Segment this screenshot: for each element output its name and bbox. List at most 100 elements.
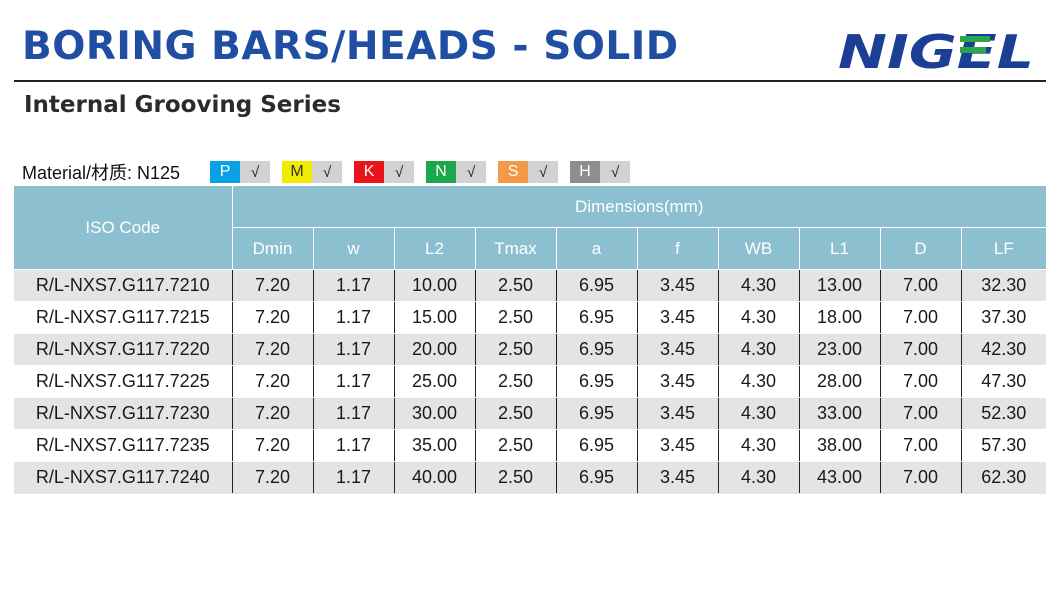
dimension-cell: 18.00 — [799, 301, 881, 334]
dimension-cell: 6.95 — [556, 333, 638, 366]
dimension-cell: 2.50 — [475, 397, 557, 430]
dimension-cell: 15.00 — [394, 301, 476, 334]
dimension-cell: 3.45 — [637, 301, 719, 334]
dimension-cell: 7.20 — [232, 429, 314, 462]
dimension-cell: 37.30 — [961, 301, 1047, 334]
dimension-cell: 1.17 — [313, 301, 395, 334]
dimension-cell: 42.30 — [961, 333, 1047, 366]
checkmark-icon: √ — [528, 161, 559, 183]
table-row: R/L-NXS7.G117.7240 7.20 1.17 40.00 2.50 6.95 3… — [14, 461, 1047, 494]
dimension-cell: 52.30 — [961, 397, 1047, 430]
dimension-cell: 3.45 — [637, 333, 719, 366]
nigel-logo: NIGEL — [838, 26, 1034, 74]
dimension-cell: 3.45 — [637, 269, 719, 302]
material-badge: K √ — [354, 161, 415, 183]
dimension-cell: 7.20 — [232, 333, 314, 366]
dimension-cell: 30.00 — [394, 397, 476, 430]
iso-code-cell: R/L-NXS7.G117.7225 — [14, 365, 233, 398]
iso-code-cell: R/L-NXS7.G117.7235 — [14, 429, 233, 462]
dimension-cell: 4.30 — [718, 461, 800, 494]
dimension-cell: 7.00 — [880, 461, 962, 494]
dimension-cell: 1.17 — [313, 429, 395, 462]
table-row: R/L-NXS7.G117.7220 7.20 1.17 20.00 2.50 6.95 3… — [14, 333, 1047, 366]
header-divider — [14, 80, 1046, 82]
material-badge: P √ — [210, 161, 271, 183]
table-row: R/L-NXS7.G117.7230 7.20 1.17 30.00 2.50 6.95 3… — [14, 397, 1047, 430]
column-header: L1 — [799, 227, 881, 270]
dimension-cell: 2.50 — [475, 301, 557, 334]
dimension-cell: 38.00 — [799, 429, 881, 462]
material-badge-letter: K — [354, 161, 385, 183]
iso-code-cell: R/L-NXS7.G117.7230 — [14, 397, 233, 430]
dimension-cell: 7.00 — [880, 429, 962, 462]
table-row: R/L-NXS7.G117.7215 7.20 1.17 15.00 2.50 6.95 3… — [14, 301, 1047, 334]
dimension-cell: 4.30 — [718, 429, 800, 462]
column-header: L2 — [394, 227, 476, 270]
dimension-cell: 6.95 — [556, 365, 638, 398]
dimension-cell: 4.30 — [718, 397, 800, 430]
dimension-cell: 7.00 — [880, 269, 962, 302]
dimension-cell: 1.17 — [313, 397, 395, 430]
dimension-cell: 7.20 — [232, 301, 314, 334]
dimension-cell: 1.17 — [313, 365, 395, 398]
dimension-cell: 2.50 — [475, 365, 557, 398]
dimension-cell: 2.50 — [475, 461, 557, 494]
column-header: w — [313, 227, 395, 270]
dimension-cell: 7.00 — [880, 397, 962, 430]
dimension-cell: 7.20 — [232, 269, 314, 302]
logo-accent-top — [960, 36, 990, 42]
dimension-cell: 6.95 — [556, 301, 638, 334]
column-header: a — [556, 227, 638, 270]
dimension-cell: 7.20 — [232, 461, 314, 494]
dimension-cell: 3.45 — [637, 429, 719, 462]
column-header: WB — [718, 227, 800, 270]
page-title: BORING BARS/HEADS - SOLID — [22, 24, 679, 69]
dimension-cell: 3.45 — [637, 461, 719, 494]
dimension-cell: 1.17 — [313, 269, 395, 302]
dimension-cell: 2.50 — [475, 269, 557, 302]
table-row: R/L-NXS7.G117.7235 7.20 1.17 35.00 2.50 6.95 3… — [14, 429, 1047, 462]
material-badge: H √ — [570, 161, 631, 183]
dimensions-header: Dimensions(mm) — [232, 186, 1047, 228]
dimension-cell: 23.00 — [799, 333, 881, 366]
checkmark-icon: √ — [600, 161, 631, 183]
dimension-cell: 40.00 — [394, 461, 476, 494]
material-badge: N √ — [426, 161, 487, 183]
iso-code-cell: R/L-NXS7.G117.7240 — [14, 461, 233, 494]
column-header: f — [637, 227, 719, 270]
dimension-cell: 4.30 — [718, 269, 800, 302]
dimension-cell: 20.00 — [394, 333, 476, 366]
checkmark-icon: √ — [240, 161, 271, 183]
dimension-cell: 25.00 — [394, 365, 476, 398]
dimension-cell: 13.00 — [799, 269, 881, 302]
dimension-cell: 7.00 — [880, 301, 962, 334]
dimension-cell: 1.17 — [313, 333, 395, 366]
column-header: LF — [961, 227, 1047, 270]
iso-code-cell: R/L-NXS7.G117.7220 — [14, 333, 233, 366]
dimension-cell: 7.00 — [880, 365, 962, 398]
dimension-cell: 10.00 — [394, 269, 476, 302]
dimension-cell: 3.45 — [637, 365, 719, 398]
material-badge-letter: S — [498, 161, 529, 183]
material-badges: P √ M √ K √ N √ S √ H √ — [210, 161, 642, 183]
dimension-cell: 32.30 — [961, 269, 1047, 302]
iso-code-cell: R/L-NXS7.G117.7210 — [14, 269, 233, 302]
dimension-cell: 2.50 — [475, 333, 557, 366]
page-subtitle: Internal Grooving Series — [24, 92, 341, 118]
dimension-cell: 33.00 — [799, 397, 881, 430]
dimension-cell: 2.50 — [475, 429, 557, 462]
dimension-cell: 57.30 — [961, 429, 1047, 462]
table-row: R/L-NXS7.G117.7225 7.20 1.17 25.00 2.50 6.95 3… — [14, 365, 1047, 398]
dimension-cell: 47.30 — [961, 365, 1047, 398]
material-badge-letter: N — [426, 161, 457, 183]
material-row: Material/材质: N125 P √ M √ K √ N √ S √ H √ — [22, 160, 642, 184]
dimension-cell: 35.00 — [394, 429, 476, 462]
dimension-cell: 6.95 — [556, 269, 638, 302]
material-badge-letter: P — [210, 161, 241, 183]
dimension-cell: 1.17 — [313, 461, 395, 494]
checkmark-icon: √ — [384, 161, 415, 183]
material-badge-letter: M — [282, 161, 313, 183]
dimension-cell: 62.30 — [961, 461, 1047, 494]
column-header: Dmin — [232, 227, 314, 270]
spec-table: ISO Code Dimensions(mm) Dmin w L2 Tmax a f WB L… — [14, 186, 1047, 494]
